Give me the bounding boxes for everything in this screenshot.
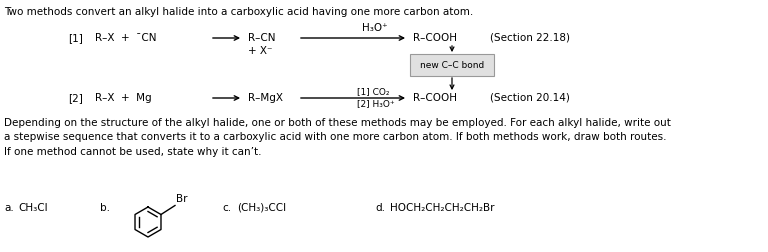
FancyBboxPatch shape	[410, 54, 494, 76]
Text: [2] H₃O⁺: [2] H₃O⁺	[357, 100, 395, 109]
Text: (Section 20.14): (Section 20.14)	[490, 93, 570, 103]
Text: R–COOH: R–COOH	[413, 93, 457, 103]
Text: R–CN: R–CN	[248, 33, 276, 43]
Text: d.: d.	[375, 203, 385, 213]
Text: R–X  +  ¯CN: R–X + ¯CN	[95, 33, 157, 43]
Text: Depending on the structure of the alkyl halide, one or both of these methods may: Depending on the structure of the alkyl …	[4, 118, 671, 157]
Text: Two methods convert an alkyl halide into a carboxylic acid having one more carbo: Two methods convert an alkyl halide into…	[4, 7, 473, 17]
Text: [1] CO₂: [1] CO₂	[357, 87, 389, 97]
Text: c.: c.	[222, 203, 231, 213]
Text: [1]: [1]	[68, 33, 83, 43]
Text: a.: a.	[4, 203, 14, 213]
Text: HOCH₂CH₂CH₂CH₂Br: HOCH₂CH₂CH₂CH₂Br	[390, 203, 495, 213]
Text: R–X  +  Mg: R–X + Mg	[95, 93, 151, 103]
Text: R–MgX: R–MgX	[248, 93, 283, 103]
Text: H₃O⁺: H₃O⁺	[362, 23, 388, 33]
Text: R–COOH: R–COOH	[413, 33, 457, 43]
Text: (CH₃)₃CCl: (CH₃)₃CCl	[237, 203, 286, 213]
Text: CH₃Cl: CH₃Cl	[18, 203, 48, 213]
Text: new C–C bond: new C–C bond	[420, 60, 484, 70]
Text: (Section 22.18): (Section 22.18)	[490, 33, 570, 43]
Text: Br: Br	[176, 195, 187, 205]
Text: + X⁻: + X⁻	[248, 46, 273, 56]
Text: b.: b.	[100, 203, 110, 213]
Text: [2]: [2]	[68, 93, 83, 103]
